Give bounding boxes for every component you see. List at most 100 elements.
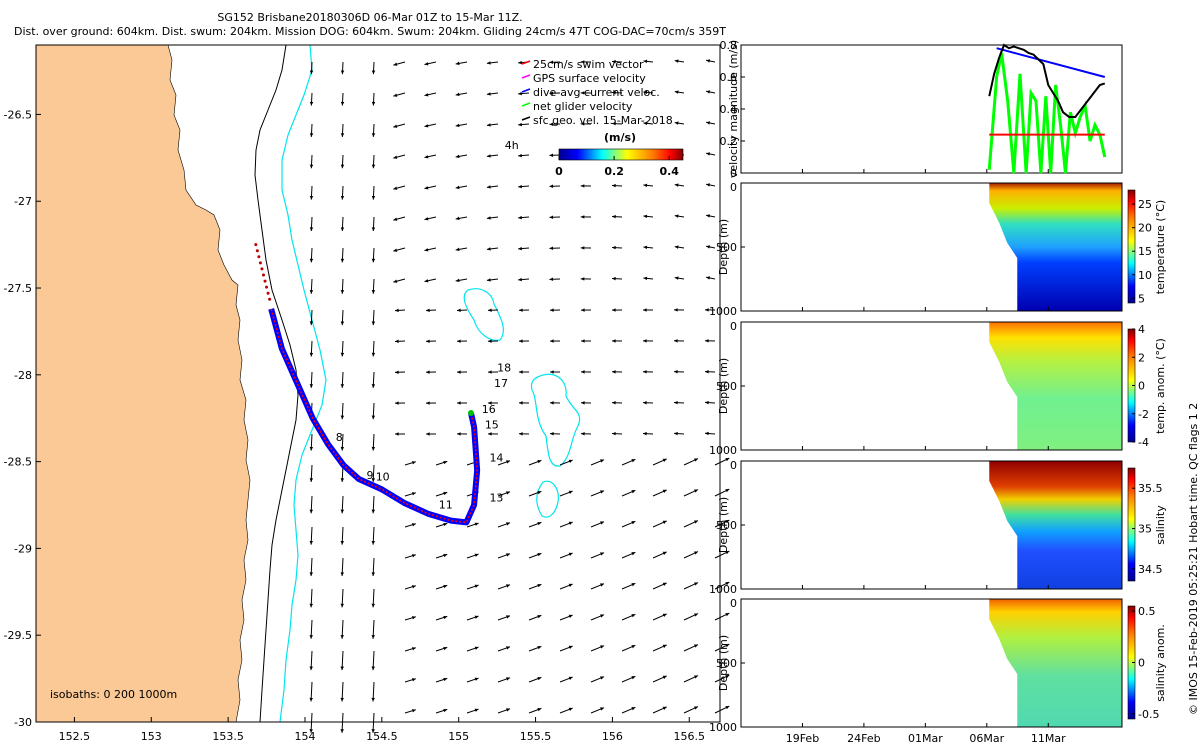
geo-velocity-arrowhead <box>674 183 679 187</box>
section-panel-salinity_section: 0 500 1000 Depth (m) 34.5 35 35.5 salinity <box>709 459 1167 596</box>
geo-velocity-arrowhead <box>550 370 554 374</box>
geo-velocity-arrowhead <box>643 400 647 405</box>
section-colorbar-label: salinity <box>1154 505 1167 545</box>
geo-velocity-arrowhead <box>725 458 730 462</box>
section-panel-temperature_section: 0 500 1000 Depth (m) 5 10 15 20 25 temperature (°… <box>709 181 1167 318</box>
geo-velocity-arrowhead <box>612 214 616 219</box>
geo-velocity-arrowhead <box>674 431 678 436</box>
velocity-y-tick-label: 0.6 <box>720 71 738 84</box>
track-day-label: 10 <box>376 471 390 484</box>
geo-velocity-arrowhead <box>393 186 398 190</box>
map-colorbar <box>558 148 684 161</box>
geo-velocity-arrowhead <box>340 729 344 733</box>
geo-velocity-arrowhead <box>581 308 585 312</box>
geo-velocity-arrowhead <box>371 384 376 388</box>
geo-velocity-arrowhead <box>549 91 554 95</box>
track-day-label: 13 <box>489 492 503 505</box>
geo-velocity-arrowhead <box>424 62 429 66</box>
geo-velocity-arrowhead <box>455 154 460 159</box>
geo-velocity-arrowhead <box>340 540 345 545</box>
geo-velocity-arrowhead <box>674 90 679 94</box>
geo-velocity-arrowhead <box>631 490 636 494</box>
map-y-tick-label: -28.5 <box>4 456 32 469</box>
geo-velocity-arrowhead <box>457 308 461 313</box>
track-point <box>260 267 264 271</box>
legend-label: net glider velocity <box>533 100 633 113</box>
map-y-ticks: -26.5 -27 -27.5 -28 -28.5 -29 -29.5 -30 <box>4 108 41 729</box>
track-point <box>265 285 269 289</box>
time-tick-label: 06Mar <box>969 732 1004 745</box>
geo-velocity-arrowhead <box>371 478 376 482</box>
geo-velocity-arrowhead <box>457 401 461 405</box>
geo-velocity-arrowhead <box>519 401 523 405</box>
legend-label: sfc geo. vel. 15-Mar-2018 <box>533 114 673 127</box>
velocity-y-tick-label: 0.4 <box>720 103 738 116</box>
geo-velocity-arrowhead <box>612 431 616 436</box>
geo-velocity-arrowhead <box>393 155 398 159</box>
geo-velocity-arrowhead <box>340 227 345 232</box>
legend-swatch <box>521 60 531 65</box>
swim-vector-trail <box>270 308 478 524</box>
geo-velocity-arrowhead <box>662 489 667 493</box>
track-point <box>261 273 265 277</box>
geo-velocity-arrowhead <box>643 370 647 374</box>
track-day-label: 11 <box>439 498 453 511</box>
legend-swatch <box>521 88 531 93</box>
map-x-tick-label: 153.5 <box>212 730 244 743</box>
geo-velocity-arrowhead <box>486 123 491 127</box>
legend-label: dive-avg current veloc. <box>533 86 660 99</box>
geo-velocity-arrowhead <box>643 59 648 64</box>
geo-velocity-arrowhead <box>550 339 554 343</box>
geo-velocity-arrowhead <box>694 675 699 679</box>
geo-velocity-arrowhead <box>694 644 699 648</box>
geo-velocity-arrowhead <box>631 614 636 618</box>
geo-velocity-arrowhead <box>309 133 314 137</box>
geo-velocity-arrowhead <box>506 553 511 557</box>
section-y-tick-label: 500 <box>716 241 737 254</box>
geo-velocity-arrowhead <box>643 308 647 312</box>
section-colorbar-tick-label: 35.5 <box>1138 482 1163 495</box>
map-x-tick-label: 155.5 <box>520 730 552 743</box>
track-point <box>258 261 262 265</box>
track-day-label: 18 <box>497 361 511 374</box>
geo-velocity-arrowhead <box>455 247 460 252</box>
geo-velocity-arrowhead <box>580 277 585 281</box>
map-colorbar-tick-label: 0 <box>555 165 563 178</box>
section-colorbar-tick-label: 0.5 <box>1138 605 1156 618</box>
section-panel-temperature_anomaly_section: 0 500 1000 Depth (m) -4 -2 0 2 4 temp. anom. (°C) <box>709 320 1167 457</box>
geo-velocity-arrowhead <box>443 584 448 589</box>
geo-velocity-arrowhead <box>411 678 416 682</box>
map-x-tick-label: 156.5 <box>674 730 706 743</box>
section-colorbar-tick-label: 10 <box>1138 269 1152 282</box>
geo-velocity-arrowhead <box>455 123 460 128</box>
geo-velocity-arrowhead <box>371 509 376 514</box>
geo-velocity-arrowhead <box>506 677 511 681</box>
geo-velocity-arrowhead <box>371 603 375 608</box>
geo-velocity-arrowhead <box>550 401 554 405</box>
geo-velocity-arrowhead <box>411 461 416 465</box>
geo-velocity-arrowhead <box>340 101 345 106</box>
geo-velocity-arrowhead <box>694 520 699 524</box>
geo-velocity-arrowhead <box>674 121 679 125</box>
geo-velocity-arrowhead <box>631 583 636 587</box>
map-x-tick-label: 155 <box>448 730 469 743</box>
section-y-tick-label: 1000 <box>709 583 737 596</box>
geo-velocity-arrowhead <box>395 432 399 436</box>
legend-label: GPS surface velocity <box>533 72 646 85</box>
section-colorbar-tick-label: 0 <box>1138 657 1145 670</box>
section-y-tick-label: 500 <box>716 519 737 532</box>
track-day-label: 9 <box>366 469 373 482</box>
map-y-tick-label: -28 <box>14 369 32 382</box>
geo-velocity-arrowhead <box>706 276 710 280</box>
geo-velocity-arrowhead <box>631 707 636 711</box>
geo-velocity-arrowhead <box>340 290 345 294</box>
geo-velocity-arrowhead <box>568 645 573 649</box>
velocity-series <box>987 43 1107 174</box>
geo-velocity-arrowhead <box>674 59 679 63</box>
time-tick-label: 19Feb <box>786 732 819 745</box>
geo-velocity-arrowhead <box>371 195 376 200</box>
geo-velocity-arrowhead <box>340 666 344 671</box>
geo-velocity-arrowhead <box>309 227 314 232</box>
velocity-y-tick-label: 0 <box>730 167 737 180</box>
